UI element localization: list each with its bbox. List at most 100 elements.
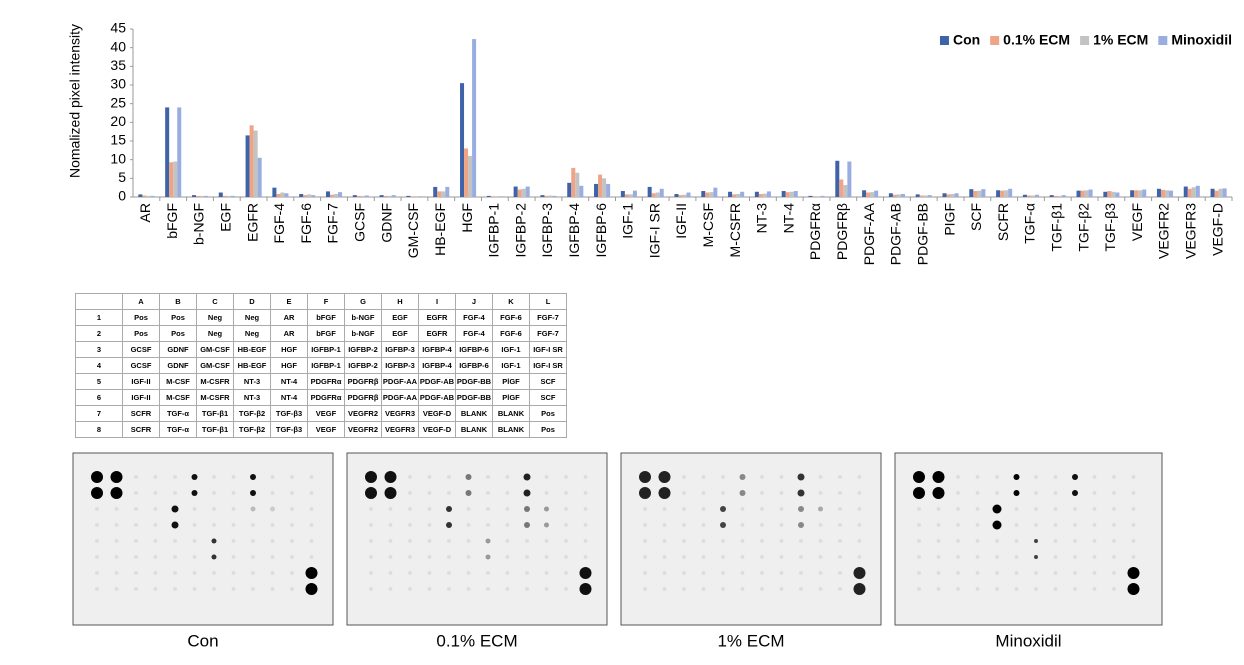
column-header: A xyxy=(122,293,160,310)
bar xyxy=(1187,188,1192,197)
table-cell: AR xyxy=(270,325,308,342)
blot-spot xyxy=(270,555,275,559)
blot-spot xyxy=(956,475,960,479)
table-cell: b-NGF xyxy=(344,325,382,342)
blot-spot xyxy=(427,523,432,527)
blot-spot xyxy=(838,587,842,591)
blot-spot xyxy=(639,471,651,483)
blot-spot xyxy=(760,507,764,511)
blot-spot xyxy=(1034,491,1038,495)
blot-panel xyxy=(894,452,1163,626)
blot-spot xyxy=(818,491,823,495)
blot-spot xyxy=(369,539,373,543)
blot-spot xyxy=(779,507,784,511)
blot-spot xyxy=(446,522,452,528)
blot-spot xyxy=(1092,555,1097,559)
blot-spot xyxy=(427,539,432,543)
table-cell: PDGF-BB xyxy=(455,389,493,406)
blot-spot xyxy=(408,491,412,495)
blot-spot xyxy=(110,471,123,483)
blot-spot xyxy=(173,491,177,495)
x-tick-label: TGF-β1 xyxy=(1048,203,1064,252)
blot-spot xyxy=(505,539,510,543)
panel-label: 0.1% ECM xyxy=(436,631,517,650)
table-row: 6 IGF-II M-CSF M-CSFR NT-3 NT-4 PDGFRα PDGFRβ PD… xyxy=(75,389,567,406)
blot-spot xyxy=(818,555,823,559)
y-tick-label: 30 xyxy=(110,76,126,92)
y-tick-label: 10 xyxy=(110,150,126,166)
blot-spot xyxy=(583,475,588,479)
table-cell: PDGF-AB xyxy=(418,389,456,406)
x-tick-label: TGF-β2 xyxy=(1075,203,1091,252)
blot-spot xyxy=(523,473,531,481)
table-cell: FGF-6 xyxy=(492,309,530,326)
table-cell: VEGFR2 xyxy=(344,421,382,438)
bar xyxy=(628,194,633,197)
x-tick-label: PDGFRα xyxy=(807,203,823,260)
table-cell: bFGF xyxy=(307,309,345,326)
column-header: C xyxy=(196,293,234,310)
blot-spot xyxy=(1112,475,1116,479)
blot-spot xyxy=(701,571,706,575)
blot-spot xyxy=(992,520,1002,530)
blot-spot xyxy=(95,555,99,559)
x-tick-label: GM-CSF xyxy=(405,203,421,258)
blot-spot xyxy=(505,475,510,479)
blot-spot xyxy=(917,587,921,591)
bar xyxy=(954,193,959,197)
blot-spot xyxy=(853,583,866,595)
bar xyxy=(299,194,304,197)
bar xyxy=(892,194,897,197)
blot-spot xyxy=(447,539,451,543)
x-tick-label: IGFBP-6 xyxy=(593,203,609,258)
table-cell: PDGFRβ xyxy=(344,373,382,390)
table-cell: FGF-7 xyxy=(529,309,567,326)
blot-spot xyxy=(682,523,686,527)
blot-spot xyxy=(932,487,945,499)
x-tick-label: IGFBP-2 xyxy=(512,203,528,258)
blot-spot xyxy=(975,539,980,543)
blot-spot xyxy=(191,490,198,496)
blot-spot xyxy=(564,507,568,511)
table-cell: EGFR xyxy=(418,309,456,326)
blot-spot xyxy=(525,587,529,591)
bar xyxy=(651,193,656,197)
bar xyxy=(230,195,235,197)
x-tick-label: TGF-β3 xyxy=(1102,203,1118,252)
bar xyxy=(307,194,312,197)
blot-spot xyxy=(643,507,647,511)
bar xyxy=(1222,188,1227,197)
blot-spot xyxy=(838,539,842,543)
table-cell: M-CSF xyxy=(159,389,197,406)
table-cell: PDGF-AA xyxy=(381,373,419,390)
bar xyxy=(602,178,607,197)
table-row: 5 IGF-II M-CSF M-CSFR NT-3 NT-4 PDGFRα PDGFRβ PD… xyxy=(75,373,567,390)
blot-spot xyxy=(779,475,784,479)
blot-spot xyxy=(917,523,921,527)
bar xyxy=(1134,190,1139,197)
bar xyxy=(950,194,955,197)
blot-spot xyxy=(408,539,412,543)
blot-spot xyxy=(564,491,568,495)
bar xyxy=(391,195,396,197)
bar xyxy=(191,195,196,197)
blot-spot xyxy=(95,587,99,591)
table-cell: GCSF xyxy=(122,341,160,358)
blot-spot xyxy=(153,507,158,511)
blot-spot xyxy=(525,555,529,559)
blot-spot xyxy=(818,475,823,479)
blot-spot xyxy=(192,507,197,511)
table-cell: IGF-I SR xyxy=(529,341,567,358)
blot-spot xyxy=(1127,583,1140,595)
legend-swatch xyxy=(939,36,949,45)
table-cell: Pos xyxy=(529,405,567,422)
row-header: 2 xyxy=(75,325,123,342)
table-cell: VEGF xyxy=(307,405,345,422)
table-cell: PlGF xyxy=(492,373,530,390)
blot-spot xyxy=(720,522,726,528)
blot-spot xyxy=(251,571,255,575)
bar xyxy=(1034,194,1040,197)
table-cell: PlGF xyxy=(492,389,530,406)
blot-spot xyxy=(1014,555,1019,559)
